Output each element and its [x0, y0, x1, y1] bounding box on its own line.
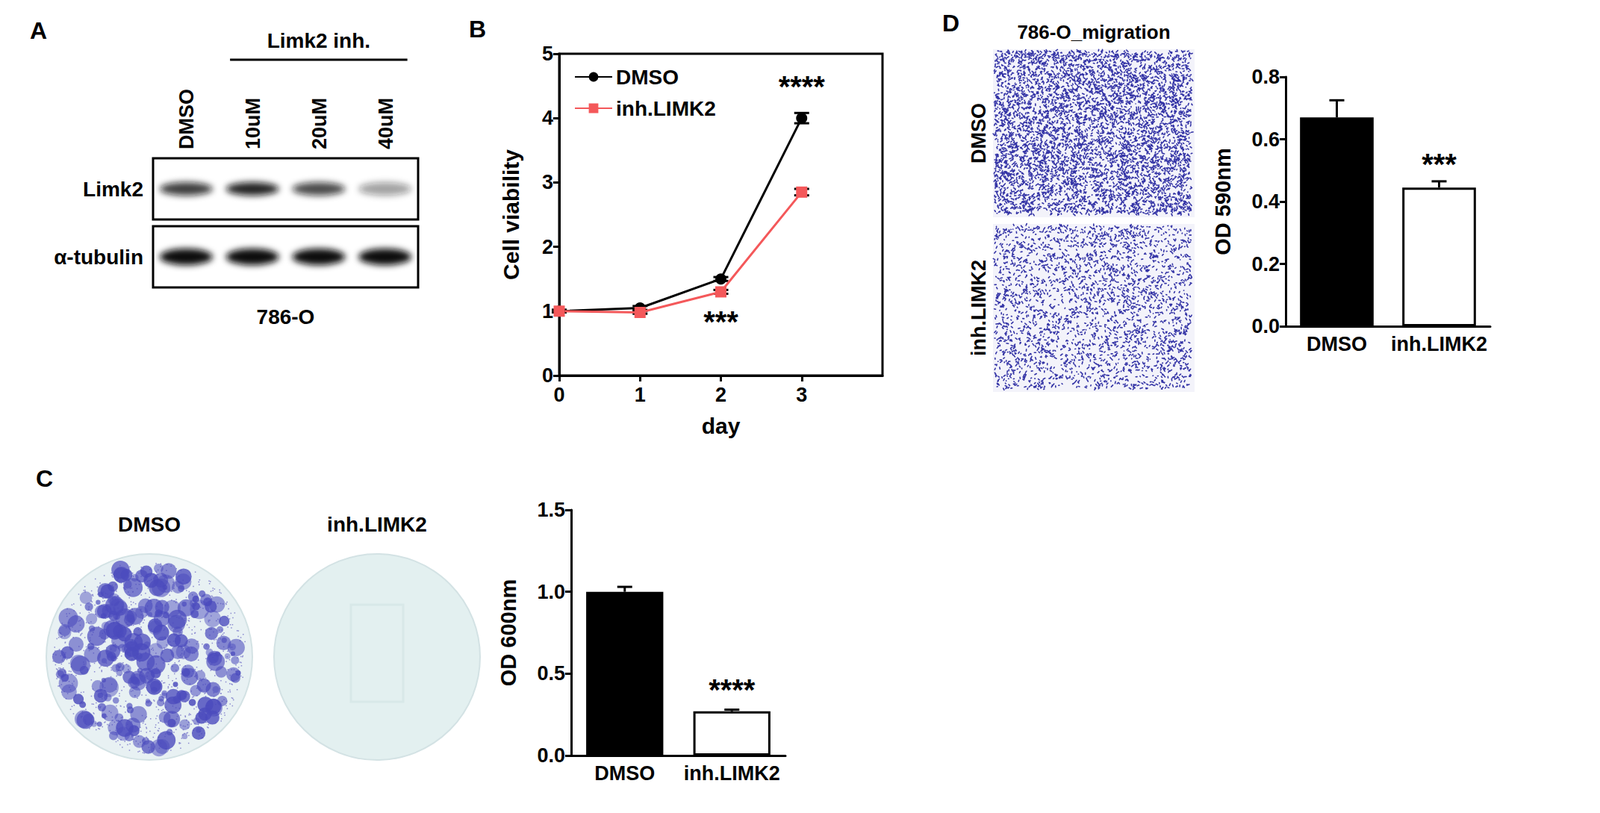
svg-text:DMSO: DMSO — [967, 103, 991, 164]
svg-text:1: 1 — [542, 300, 554, 323]
svg-text:2: 2 — [715, 383, 727, 407]
svg-text:***: *** — [703, 305, 739, 339]
svg-text:0.0: 0.0 — [536, 744, 566, 767]
svg-text:Limk2 inh.: Limk2 inh. — [267, 29, 371, 53]
svg-text:0.2: 0.2 — [1251, 253, 1280, 276]
svg-text:Cell viability: Cell viability — [498, 149, 524, 280]
svg-text:1.5: 1.5 — [536, 498, 566, 522]
svg-text:inh.LIMK2: inh.LIMK2 — [683, 762, 781, 785]
svg-text:day: day — [701, 413, 741, 439]
svg-text:***: *** — [1421, 147, 1457, 181]
svg-text:786-O: 786-O — [256, 305, 316, 329]
svg-text:inh.LIMK2: inh.LIMK2 — [1390, 332, 1488, 356]
svg-text:0.6: 0.6 — [1251, 128, 1280, 151]
svg-text:20uM: 20uM — [308, 97, 331, 150]
svg-text:C: C — [35, 465, 54, 493]
svg-text:DMSO: DMSO — [615, 65, 679, 89]
svg-text:DMSO: DMSO — [594, 762, 655, 785]
svg-text:B: B — [468, 15, 487, 43]
svg-text:0: 0 — [553, 383, 565, 407]
svg-text:inh.LIMK2: inh.LIMK2 — [615, 97, 717, 121]
svg-text:1: 1 — [634, 383, 646, 407]
svg-text:0: 0 — [542, 364, 554, 387]
svg-text:0.5: 0.5 — [536, 662, 566, 685]
svg-text:786-O_migration: 786-O_migration — [1016, 20, 1170, 44]
svg-text:Limk2: Limk2 — [82, 177, 144, 201]
svg-text:OD 600nm: OD 600nm — [496, 579, 521, 687]
svg-text:1.0: 1.0 — [536, 580, 566, 604]
svg-text:40uM: 40uM — [374, 97, 398, 150]
svg-text:DMSO: DMSO — [117, 512, 181, 537]
svg-text:OD 590nm: OD 590nm — [1211, 147, 1235, 255]
svg-text:DMSO: DMSO — [175, 88, 198, 150]
svg-text:A: A — [29, 17, 48, 45]
svg-text:0.4: 0.4 — [1251, 190, 1280, 213]
svg-text:inh.LIMK2: inh.LIMK2 — [967, 259, 991, 357]
svg-text:DMSO: DMSO — [1306, 332, 1368, 356]
svg-text:10uM: 10uM — [241, 97, 265, 150]
svg-text:0.8: 0.8 — [1251, 65, 1280, 89]
svg-text:****: **** — [778, 70, 826, 104]
svg-text:****: **** — [708, 673, 756, 707]
svg-text:2: 2 — [542, 235, 554, 259]
svg-text:4: 4 — [542, 106, 554, 130]
svg-text:D: D — [942, 9, 960, 37]
svg-text:5: 5 — [542, 42, 554, 65]
svg-text:α-tubulin: α-tubulin — [53, 245, 144, 269]
svg-text:3: 3 — [795, 383, 808, 407]
svg-text:0.0: 0.0 — [1251, 315, 1280, 338]
svg-text:3: 3 — [542, 170, 554, 194]
svg-text:inh.LIMK2: inh.LIMK2 — [327, 512, 428, 537]
